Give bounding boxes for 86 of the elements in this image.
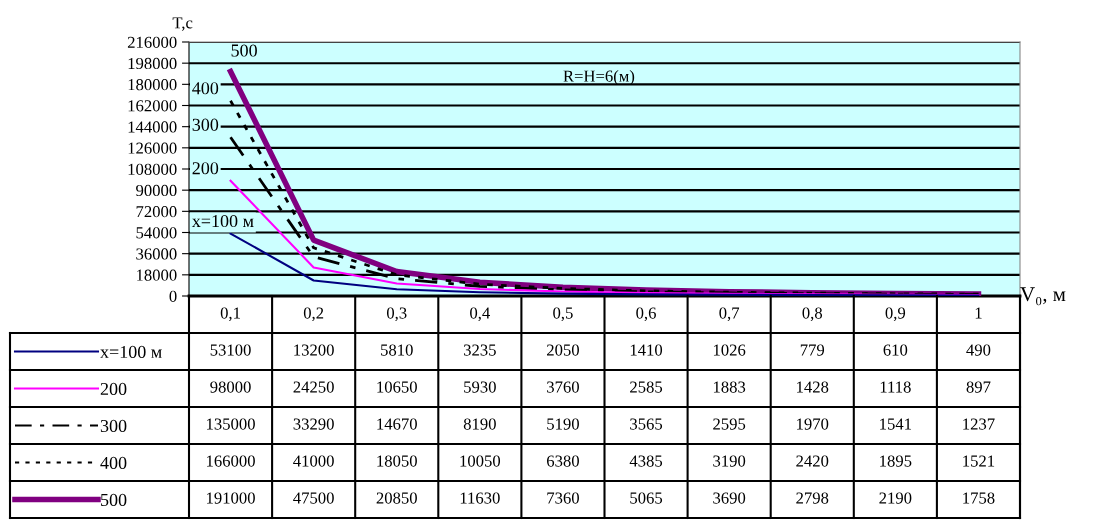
y-tick-label: 180000	[128, 79, 177, 91]
data-label: 11630	[460, 492, 500, 504]
data-label: 5930	[464, 381, 496, 393]
data-label: 1410	[630, 344, 663, 356]
data-label: 14670	[377, 418, 417, 430]
data-label: 41000	[293, 455, 334, 467]
data-label: 3235	[463, 344, 496, 356]
data-label: 2050	[547, 344, 579, 356]
data-label: 1883	[713, 381, 746, 393]
data-label: 24250	[293, 381, 334, 393]
annotation: R=H=6(м)	[563, 70, 635, 86]
x-tick-label: 0,4	[470, 307, 491, 322]
data-label: 2420	[796, 455, 829, 467]
y-tick-label: 18000	[136, 269, 177, 281]
text: 400	[192, 82, 219, 95]
x-axis-title: V₀, м	[1020, 287, 1066, 306]
data-label: 1758	[963, 492, 995, 504]
x-tick-label: 0,1	[220, 307, 240, 322]
data-label: 3760	[547, 381, 579, 393]
data-label: 1026	[713, 344, 746, 356]
data-label: 1237	[963, 418, 995, 430]
data-label: 1970	[797, 418, 829, 430]
data-label: 10650	[377, 381, 417, 393]
y-axis-title: T,c	[172, 17, 193, 31]
data-label: 1541	[880, 418, 912, 430]
y-tick-label: 198000	[128, 57, 177, 70]
data-label: 33290	[293, 418, 334, 430]
data-label: 13200	[294, 344, 334, 356]
data-label: 5065	[630, 492, 663, 504]
legend-label: 500	[101, 493, 127, 507]
x-tick-label: 0,9	[885, 307, 906, 322]
x-tick-label: 0,3	[386, 307, 407, 322]
legend-label: 200	[100, 382, 127, 396]
data-label: 5190	[547, 418, 579, 430]
data-label: 490	[966, 344, 991, 356]
data-label: 610	[883, 344, 908, 356]
text: 200	[192, 162, 219, 175]
data-label: 135000	[207, 418, 255, 430]
text: x=100 м	[191, 214, 254, 228]
data-label: 20850	[376, 492, 417, 504]
data-label: 3565	[630, 418, 663, 430]
x-tick-label: 0,8	[802, 307, 823, 322]
y-tick-label: 36000	[136, 248, 177, 260]
data-label: 18050	[377, 455, 417, 467]
y-tick-label: 216000	[127, 36, 177, 48]
data-label: 3690	[713, 492, 746, 504]
y-tick-label: 126000	[128, 142, 177, 154]
y-tick-label: 0	[169, 290, 177, 302]
y-tick-label: 162000	[128, 100, 177, 112]
text: 300	[192, 118, 219, 131]
data-label: 897	[966, 381, 991, 393]
data-label: 1521	[963, 455, 995, 467]
data-label: 1118	[880, 381, 911, 393]
data-label: 3190	[713, 455, 746, 467]
data-label: 5810	[381, 344, 413, 356]
data-label: 166000	[207, 455, 255, 467]
x-tick-label: 0,7	[719, 307, 740, 322]
x-tick-label: 0,2	[303, 307, 324, 322]
data-label: 8190	[463, 418, 496, 430]
data-label: 2595	[713, 418, 746, 430]
y-tick-label: 72000	[136, 206, 177, 218]
data-label: 4385	[629, 455, 663, 467]
data-label: 191000	[207, 492, 255, 504]
data-label: 6380	[547, 455, 579, 467]
data-label: 98000	[210, 381, 251, 393]
data-label: 2798	[796, 492, 829, 504]
data-label: 10050	[460, 455, 501, 467]
data-label: 2190	[879, 492, 912, 504]
data-label: 2585	[630, 381, 663, 393]
x-tick-label: 1	[975, 307, 982, 319]
legend-label: 400	[100, 456, 127, 470]
legend-label: 300	[100, 419, 127, 433]
y-tick-label: 108000	[128, 163, 177, 175]
data-label: 7360	[547, 492, 579, 504]
y-tick-label: 54000	[136, 227, 177, 239]
x-tick-label: 0,5	[553, 307, 573, 322]
legend-label: x=100 м	[100, 345, 162, 359]
x-tick-label: 0,6	[636, 307, 656, 322]
data-label: 1428	[797, 381, 829, 393]
data-label: 1895	[880, 455, 912, 467]
y-tick-label: 144000	[128, 121, 177, 133]
data-label: 53100	[210, 344, 251, 356]
data-label: 47500	[293, 492, 334, 504]
y-tick-label: 90000	[136, 184, 177, 197]
data-label: 779	[800, 344, 825, 356]
text: 500	[231, 44, 257, 57]
